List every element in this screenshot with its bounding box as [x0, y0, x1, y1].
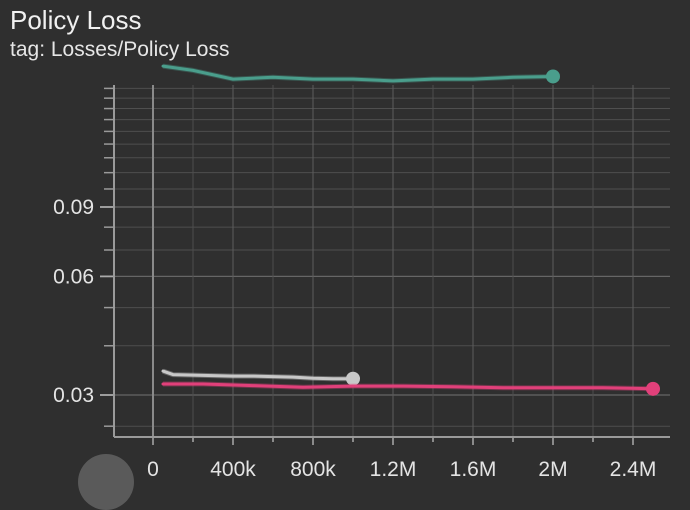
series-2-end-marker: [646, 382, 660, 396]
series-1-end-marker: [346, 372, 360, 386]
x-tick-label: 800k: [290, 458, 336, 481]
series-0-end-marker: [546, 69, 560, 83]
x-tick-label: 2M: [538, 458, 567, 481]
policy-loss-chart: 0.03 0.06 0.09 0 400k 800k 1.2M 1.6M 2M 2.4M: [0, 0, 690, 490]
x-tick-label: 2.4M: [610, 458, 657, 481]
y-tick-label: 0.09: [53, 196, 94, 219]
x-tick-label: 0: [147, 458, 159, 481]
x-tick-label: 400k: [210, 458, 256, 481]
x-tick-label: 1.2M: [370, 458, 417, 481]
x-tick-label: 1.6M: [450, 458, 497, 481]
y-tick-label: 0.06: [53, 265, 94, 288]
y-tick-label: 0.03: [53, 384, 94, 407]
expand-button[interactable]: [78, 454, 134, 510]
